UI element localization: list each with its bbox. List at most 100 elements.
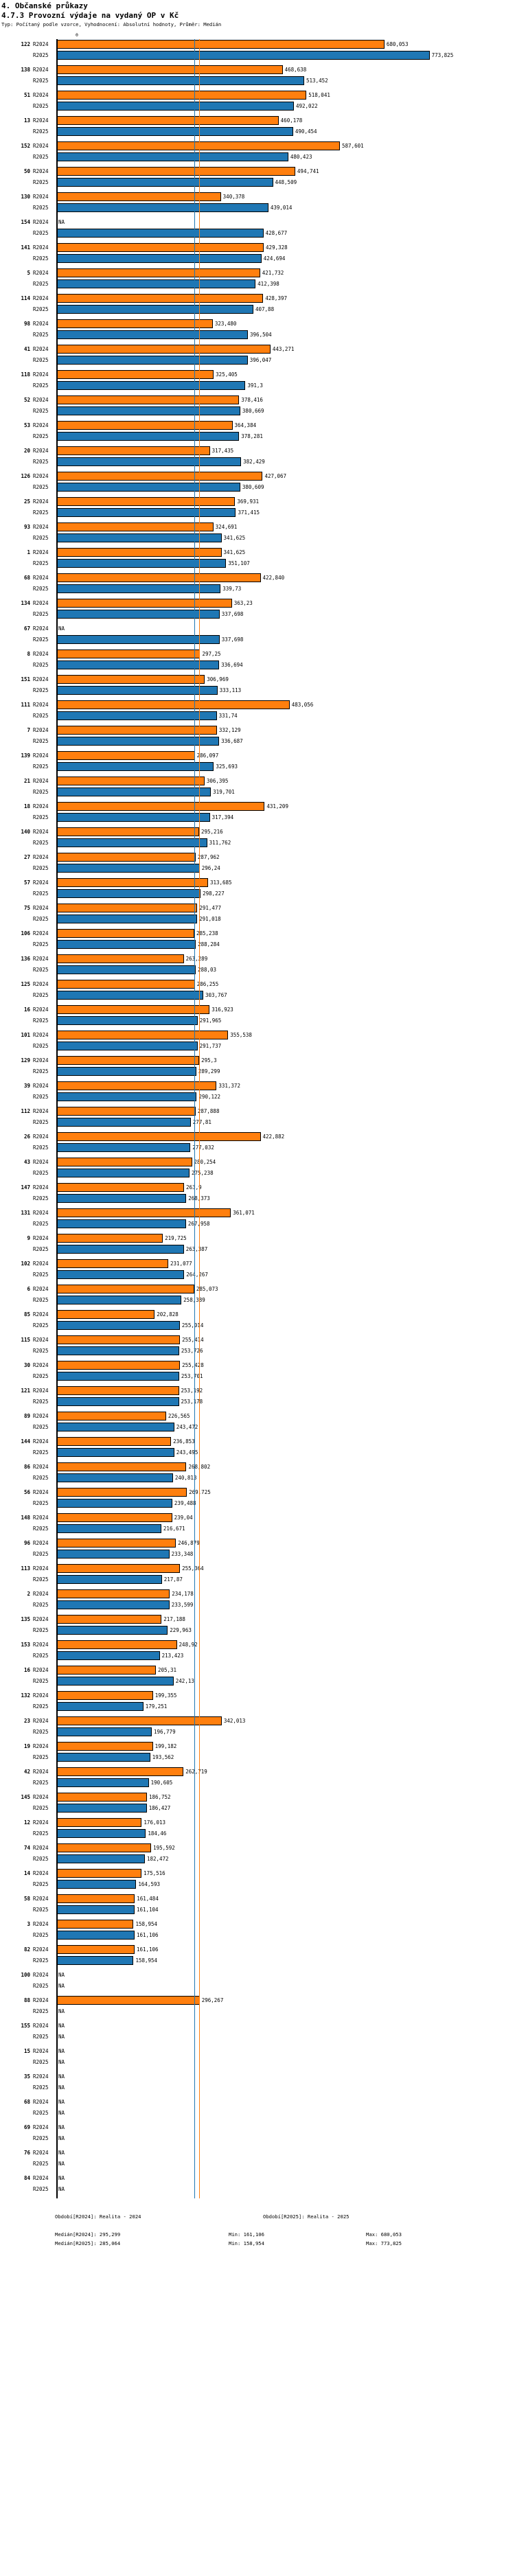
bar-2024[interactable] [57,1310,155,1319]
bar-2024[interactable] [57,1945,135,1954]
bar-row[interactable]: 112 R2024 287,888 [0,1106,515,1117]
bar-row[interactable]: 115 R2024 255,414 [0,1335,515,1346]
bar-2024[interactable] [57,446,210,455]
bar-2024[interactable] [57,1996,200,2005]
bar-row[interactable]: 101 R2024 355,538 [0,1030,515,1041]
bar-row[interactable]: R2025 378,281 [0,431,515,442]
bar-2024[interactable] [57,1488,187,1497]
bar-2024[interactable] [57,1843,152,1852]
bar-2024[interactable] [57,65,283,74]
bar-row[interactable]: 132 R2024 199,355 [0,1690,515,1701]
bar-2024[interactable] [57,777,205,785]
bar-row[interactable]: R2025 253,178 [0,1396,515,1407]
bar-row[interactable]: 153 R2024 248,92 [0,1640,515,1651]
bar-row[interactable]: R2025 288,03 [0,965,515,976]
bar-row[interactable]: R2025 158,954 [0,1955,515,1966]
bar-2024[interactable] [57,980,195,989]
bar-2024[interactable] [57,1767,184,1776]
bar-2024[interactable] [57,1031,229,1039]
bar-2024[interactable] [57,802,265,811]
bar-row[interactable]: R2025 267,958 [0,1219,515,1230]
bar-2025[interactable] [57,1346,179,1355]
bar-row[interactable]: 113 R2024 255,364 [0,1563,515,1574]
bar-2024[interactable] [57,700,290,709]
bar-2025[interactable] [57,1169,190,1177]
bar-2024[interactable] [57,1259,169,1268]
bar-2025[interactable] [57,762,214,771]
bar-row[interactable]: R2025 229,963 [0,1625,515,1636]
bar-row[interactable]: 102 R2024 231,077 [0,1258,515,1269]
bar-2025[interactable] [57,432,240,441]
bar-row[interactable]: R2025 NA [0,2006,515,2017]
bar-2025[interactable] [57,686,218,695]
bar-row[interactable]: R2025 298,227 [0,888,515,899]
bar-row[interactable]: R2025 303,767 [0,990,515,1001]
bar-2024[interactable] [57,1691,153,1700]
bar-2025[interactable] [57,1550,170,1559]
bar-row[interactable]: R2025 263,387 [0,1244,515,1255]
bar-row[interactable]: R2025 277,81 [0,1117,515,1128]
bar-2025[interactable] [57,559,227,568]
bar-row[interactable]: 151 R2024 306,969 [0,674,515,685]
bar-row[interactable]: 74 R2024 195,592 [0,1843,515,1854]
bar-2024[interactable] [57,954,184,963]
bar-row[interactable]: 25 R2024 369,931 [0,496,515,507]
bar-row[interactable]: 139 R2024 286,097 [0,750,515,761]
bar-2025[interactable] [57,457,242,466]
bar-2025[interactable] [57,635,220,644]
bar-row[interactable]: R2025 337,698 [0,634,515,645]
bar-row[interactable]: 84 R2024 NA [0,2173,515,2184]
bar-row[interactable]: 57 R2024 313,685 [0,877,515,888]
bar-2025[interactable] [57,584,221,593]
bar-row[interactable]: 51 R2024 518,041 [0,90,515,101]
bar-row[interactable]: R2025 268,373 [0,1193,515,1204]
bar-2025[interactable] [57,1702,144,1711]
bar-row[interactable]: R2025 513,452 [0,76,515,87]
bar-row[interactable]: 145 R2024 186,752 [0,1792,515,1803]
bar-row[interactable]: 27 R2024 287,962 [0,852,515,863]
bar-2025[interactable] [57,1194,187,1203]
bar-row[interactable]: R2025 264,267 [0,1269,515,1280]
bar-row[interactable]: R2025 773,825 [0,50,515,61]
bar-row[interactable]: R2025 296,24 [0,863,515,874]
bar-2025[interactable] [57,178,273,187]
bar-row[interactable]: R2025 325,693 [0,761,515,772]
bar-2024[interactable] [57,1742,153,1751]
bar-2025[interactable] [57,51,430,60]
bar-row[interactable]: R2025 319,701 [0,787,515,798]
bar-2024[interactable] [57,675,205,684]
bar-2024[interactable] [57,1666,156,1675]
bar-row[interactable]: 53 R2024 364,384 [0,420,515,431]
bar-2024[interactable] [57,268,260,277]
bar-row[interactable]: R2025 311,762 [0,838,515,849]
bar-2025[interactable] [57,889,201,898]
bar-2025[interactable] [57,940,196,949]
bar-2024[interactable] [57,1462,187,1471]
bar-2025[interactable] [57,76,305,85]
bar-2025[interactable] [57,1753,150,1762]
bar-2025[interactable] [57,305,253,314]
bar-row[interactable]: 152 R2024 587,601 [0,141,515,152]
bar-row[interactable]: 85 R2024 202,828 [0,1309,515,1320]
bar-row[interactable]: 6 R2024 285,073 [0,1284,515,1295]
bar-row[interactable]: R2025 336,694 [0,660,515,671]
bar-row[interactable]: 67 R2024 NA [0,623,515,634]
bar-row[interactable]: R2025 391,3 [0,380,515,391]
bar-2024[interactable] [57,599,232,608]
bar-row[interactable]: R2025 161,106 [0,1930,515,1941]
bar-row[interactable]: 76 R2024 NA [0,2148,515,2159]
bar-2024[interactable] [57,116,279,125]
bar-2024[interactable] [57,1589,170,1598]
bar-row[interactable]: R2025 382,429 [0,457,515,468]
bar-row[interactable]: R2025 380,669 [0,406,515,417]
bar-2025[interactable] [57,1118,191,1127]
bar-2024[interactable] [57,319,213,328]
bar-row[interactable]: 138 R2024 468,638 [0,65,515,76]
bar-2025[interactable] [57,1143,191,1152]
bar-row[interactable]: R2025 275,238 [0,1168,515,1179]
bar-2024[interactable] [57,1716,222,1725]
bar-row[interactable]: 8 R2024 297,25 [0,649,515,660]
bar-row[interactable]: 13 R2024 460,178 [0,115,515,126]
bar-row[interactable]: 114 R2024 428,397 [0,293,515,304]
bar-2025[interactable] [57,1651,160,1660]
